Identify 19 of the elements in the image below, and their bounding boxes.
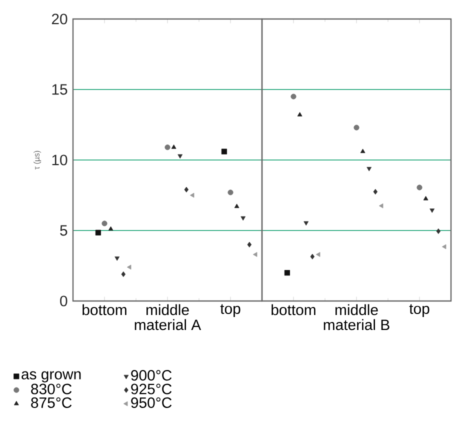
- x-tick-label: middle: [335, 304, 378, 316]
- y-tick-label: 0: [60, 296, 68, 306]
- x-axis-title: material A: [134, 319, 202, 330]
- y-tick-label: 10: [52, 154, 68, 166]
- x-axis-title: material B: [324, 319, 390, 330]
- legend-label: 875°C: [31, 397, 72, 408]
- x-tick-label: bottom: [272, 304, 316, 316]
- legend-label: 925°C: [131, 384, 172, 394]
- y-tick-label: 5: [60, 225, 68, 236]
- x-tick-label: top: [409, 304, 430, 317]
- legend-label: 950°C: [131, 397, 172, 408]
- y-tick-label: 15: [52, 84, 68, 95]
- legend-label: as grown: [22, 371, 81, 382]
- x-tick-label: middle: [146, 304, 189, 316]
- legend-label: 900°C: [131, 370, 172, 381]
- legend-label: 830°C: [31, 384, 72, 394]
- y-tick-label: 20: [52, 14, 68, 24]
- x-tick-label: bottom: [82, 304, 126, 316]
- x-tick-label: top: [220, 304, 240, 317]
